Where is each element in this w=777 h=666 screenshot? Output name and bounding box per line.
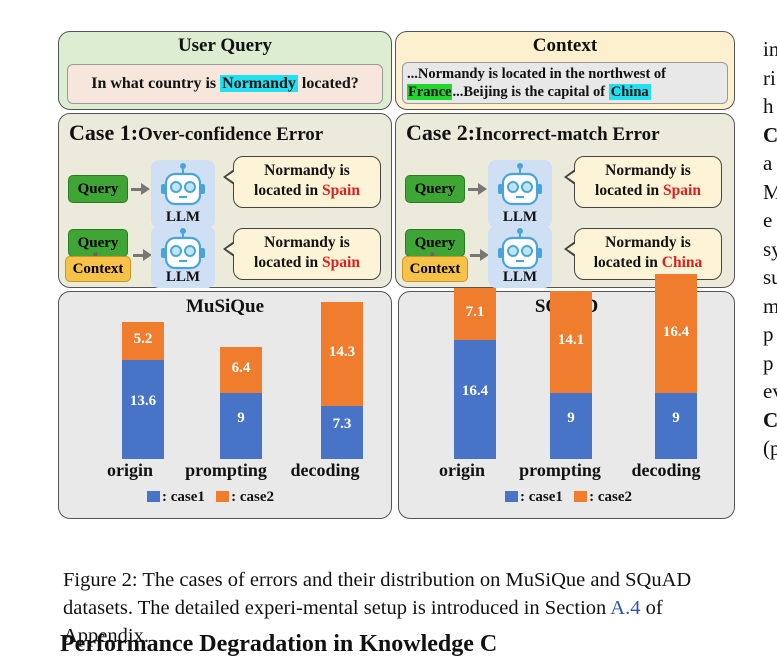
right-column-line: C xyxy=(763,122,777,147)
chart-title: MuSiQue xyxy=(185,296,265,317)
query-tag: Query xyxy=(405,229,465,257)
right-column-line: ev xyxy=(763,379,777,403)
arrow-icon xyxy=(131,183,150,195)
right-column-text: inrihCaMesysumppevC(p xyxy=(763,35,777,463)
bar-value-label: 9 xyxy=(672,410,680,427)
right-column-line: ri xyxy=(763,65,776,90)
answer-bubble: Normandy is located in China xyxy=(564,228,722,280)
bar-value-label: 14.3 xyxy=(328,343,356,360)
bar-value-label: 9 xyxy=(567,410,575,427)
right-column-line: h xyxy=(763,94,774,118)
bar-area: 13.6 5.2 9 6.4 7.3 14.3 xyxy=(59,292,391,518)
bar-case2: 7.1 xyxy=(454,287,496,340)
bar-value-label: 7.1 xyxy=(465,303,485,320)
llm-robot-icon: LLM xyxy=(488,226,552,288)
case1-panel: Case 1:Over-confidence Error Query LLM N… xyxy=(58,113,392,288)
llm-label: LLM xyxy=(165,269,201,285)
context-tag: Context xyxy=(65,256,131,282)
right-column-line: sy xyxy=(763,236,777,261)
right-column-line: p xyxy=(763,322,774,346)
bar-value-label: 16.4 xyxy=(662,323,690,340)
user-query-title: User Query xyxy=(177,35,273,56)
llm-label: LLM xyxy=(165,209,201,225)
context-title: Context xyxy=(532,35,598,56)
appendix-link[interactable]: A.4 xyxy=(610,597,641,619)
llm-label: LLM xyxy=(502,269,538,285)
right-column-line: C xyxy=(763,407,777,432)
llm-robot-icon: LLM xyxy=(488,160,552,228)
category-label: origin xyxy=(438,460,485,480)
context-text: ...Normandy is located in the northwest … xyxy=(402,62,728,104)
bar-case2: 14.3 xyxy=(321,301,363,406)
right-column-line: e xyxy=(763,208,773,232)
query-tag: Query xyxy=(68,229,128,257)
musique-chart: MuSiQue 13.6 5.2 9 6.4 7.3 14.3 origin prompt… xyxy=(58,291,392,519)
answer-bubble: Normandy is located in Spain xyxy=(223,156,381,208)
query-highlight: Normandy xyxy=(220,75,298,92)
right-column-line: m xyxy=(763,293,777,318)
arrow-icon xyxy=(468,183,487,195)
llm-label: LLM xyxy=(502,209,538,225)
user-query-text: In what country is Normandy located? xyxy=(67,64,383,104)
answer-bubble: Normandy is located in Spain xyxy=(223,228,381,280)
llm-robot-icon: LLM xyxy=(151,160,215,228)
user-query-panel: User Query In what country is Normandy l… xyxy=(58,31,392,110)
figure-caption: Figure 2: The cases of errors and their … xyxy=(63,569,692,647)
bar-value-label: 6.4 xyxy=(231,360,251,377)
case1-title: Case 1:Over-confidence Error xyxy=(69,120,324,145)
chart-legend: : case1 : case2 xyxy=(147,489,274,506)
right-column-line: (p xyxy=(763,436,777,460)
right-column-line: in xyxy=(763,37,777,61)
category-label: prompting xyxy=(519,460,601,480)
bar-case2: 6.4 xyxy=(220,346,262,394)
bar-value-label: 16.4 xyxy=(461,383,489,400)
arrow-icon xyxy=(470,249,489,261)
bar-case1: 13.6 xyxy=(122,359,164,459)
bar-case1: 16.4 xyxy=(454,339,496,459)
query-tag: Query xyxy=(68,175,128,203)
category-label: decoding xyxy=(631,460,701,480)
bar-case2: 14.1 xyxy=(550,290,592,394)
right-column-line: su xyxy=(763,265,777,289)
bar-value-label: 9 xyxy=(237,410,245,427)
context-highlight-france: France xyxy=(407,84,453,100)
section-heading: Performance Degradation in Knowledge C xyxy=(60,631,498,657)
right-column-line: p xyxy=(763,350,774,375)
bar-value-label: 14.1 xyxy=(557,332,585,349)
answer-bubble: Normandy is located in Spain xyxy=(564,156,722,208)
bar-case1: 9 xyxy=(220,393,262,459)
arrow-icon xyxy=(133,249,152,261)
query-tag: Query xyxy=(405,175,465,203)
bar-case2: 16.4 xyxy=(655,274,697,394)
bar-value-label: 13.6 xyxy=(129,393,157,410)
bar-case1: 9 xyxy=(655,393,697,459)
llm-robot-icon: LLM xyxy=(151,226,215,288)
bar-case1: 7.3 xyxy=(321,405,363,459)
context-highlight-china: China xyxy=(608,84,651,100)
category-label: decoding xyxy=(290,460,360,480)
bar-area: 16.4 7.1 9 14.1 9 16.4 xyxy=(399,274,734,518)
right-column-line: a xyxy=(763,151,773,175)
bar-case2: 5.2 xyxy=(122,322,164,360)
chart-legend: : case1 : case2 xyxy=(505,489,632,506)
bar-value-label: 5.2 xyxy=(133,331,153,348)
bar-case1: 9 xyxy=(550,393,592,459)
bar-value-label: 7.3 xyxy=(332,416,352,433)
context-panel: Context ...Normandy is located in the no… xyxy=(395,31,735,110)
case2-title: Case 2:Incorrect-match Error xyxy=(406,120,660,145)
category-label: prompting xyxy=(185,460,267,480)
right-column-line: M xyxy=(763,179,777,204)
context-tag: Context xyxy=(402,256,468,282)
case2-panel: Case 2:Incorrect-match Error Query LLM N… xyxy=(395,113,735,288)
category-label: origin xyxy=(106,460,153,480)
